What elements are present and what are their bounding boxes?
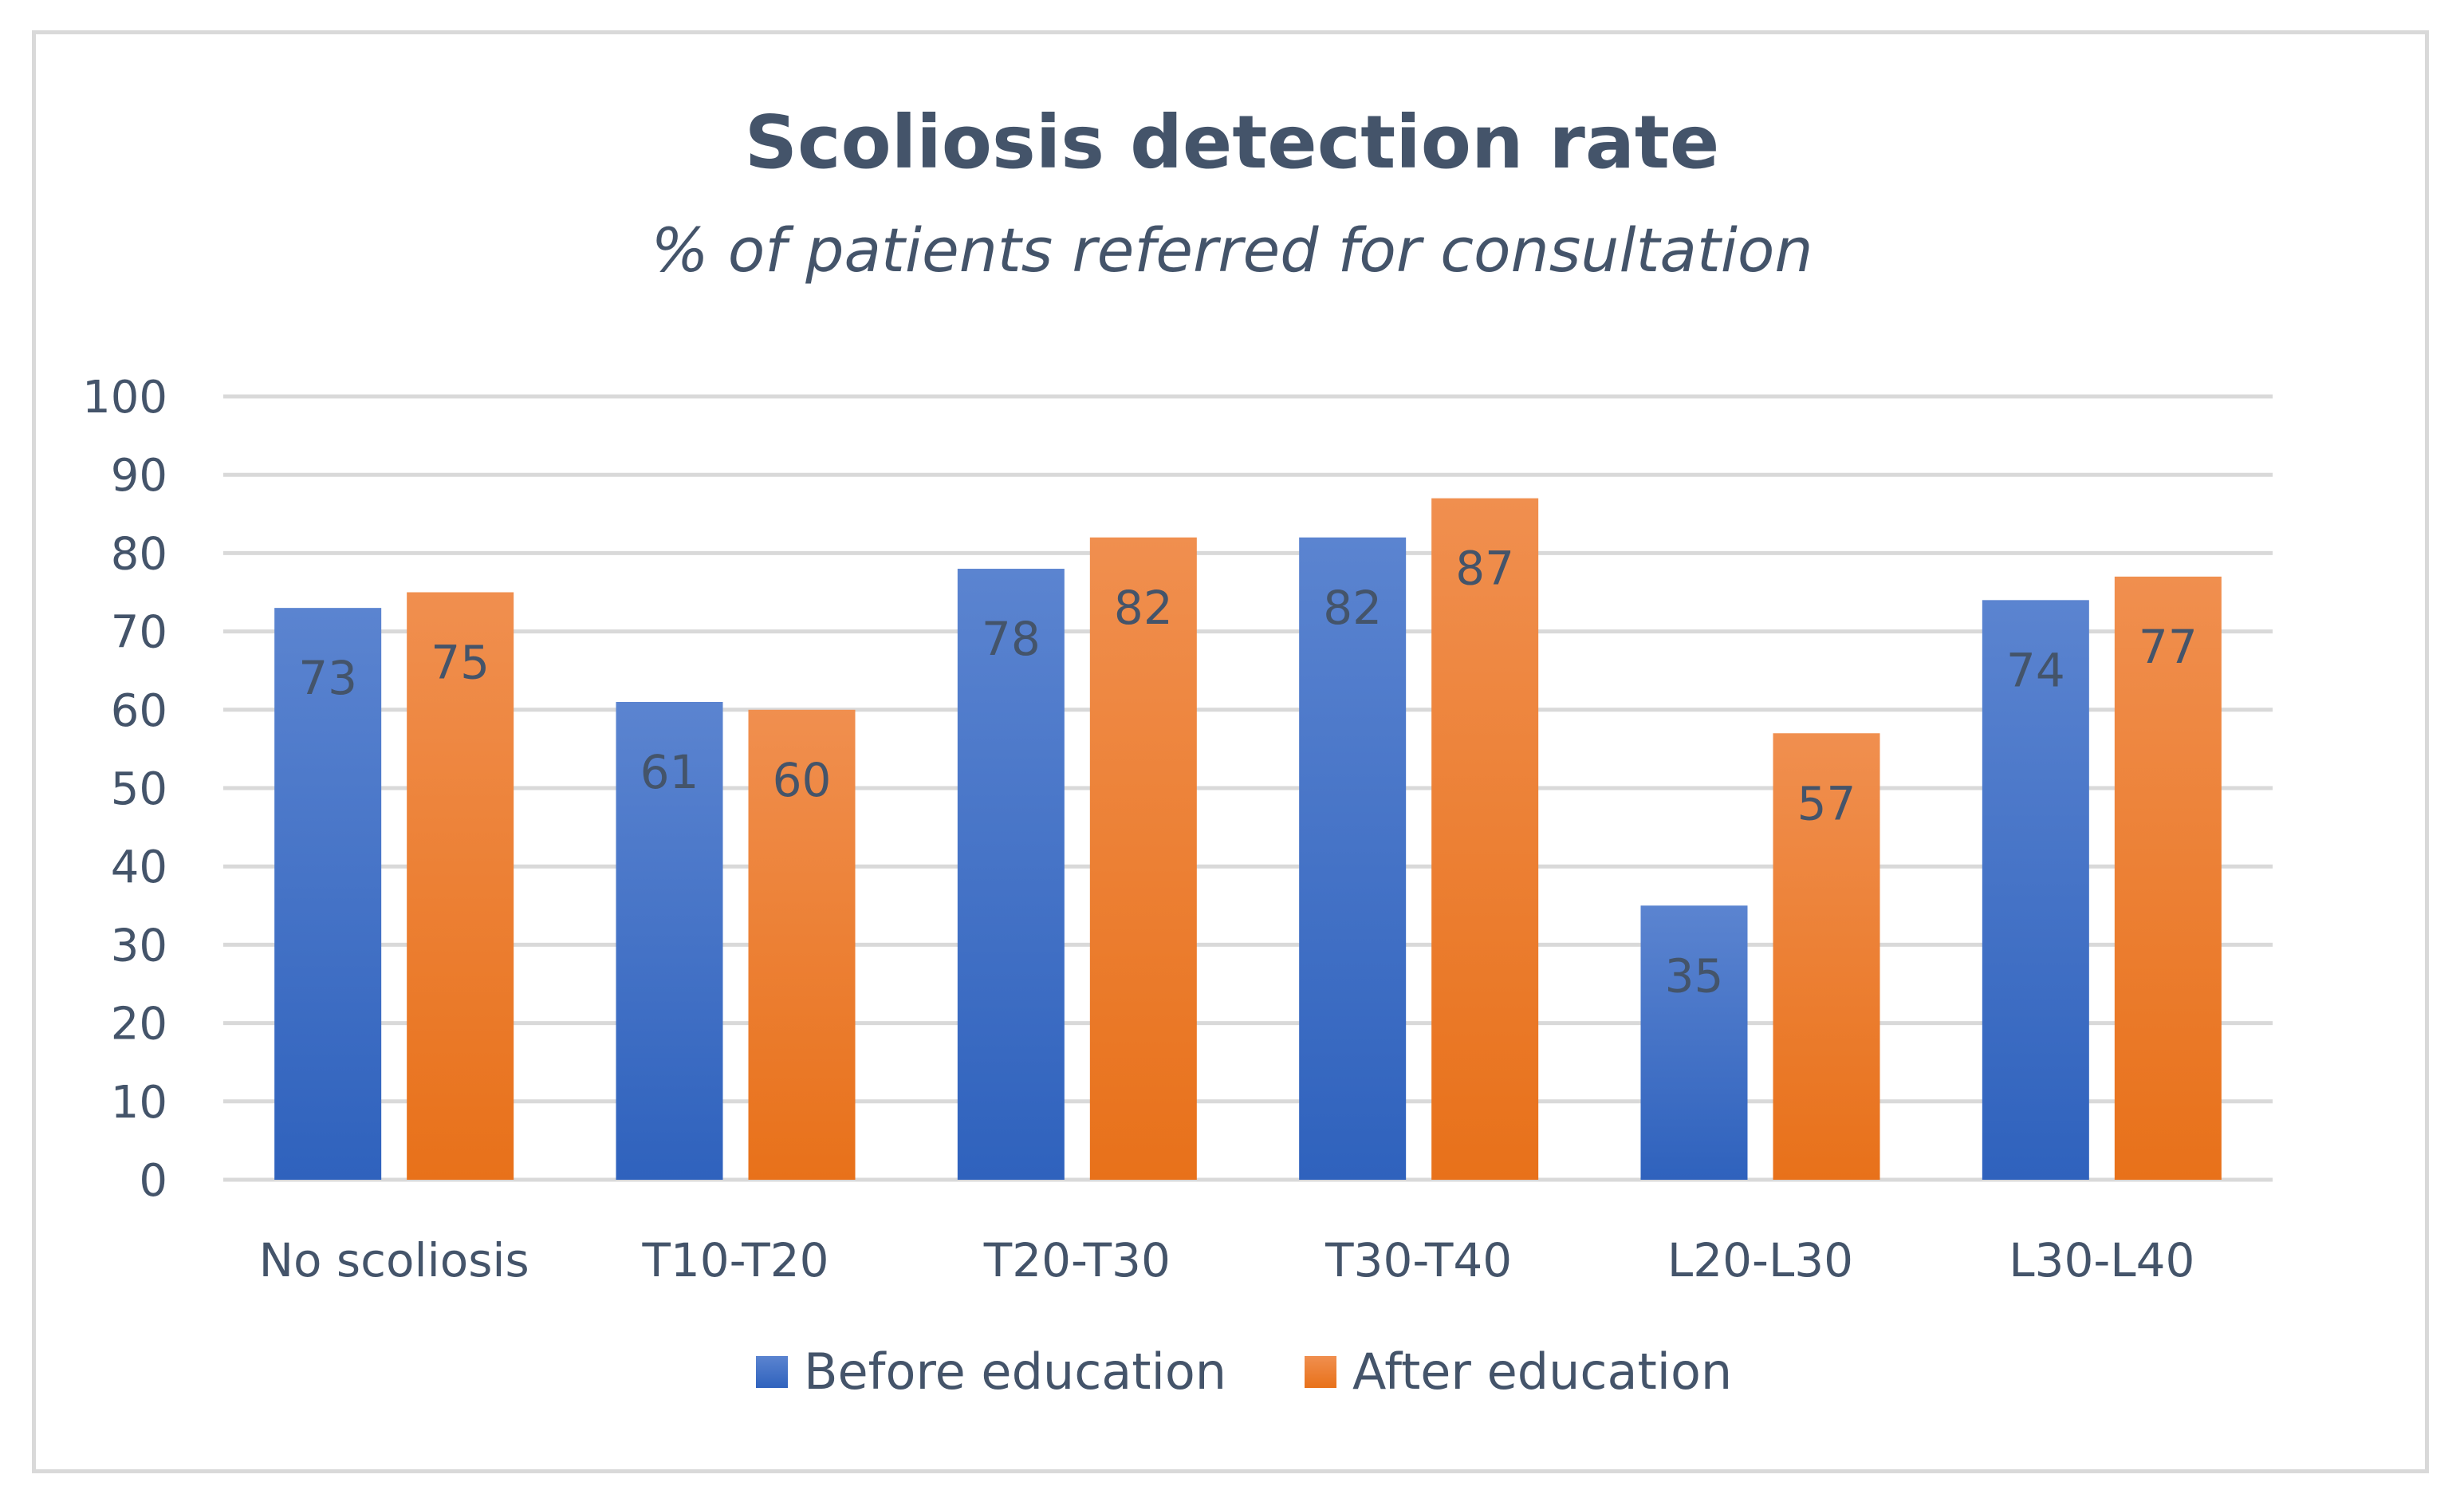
y-tick-20: 20: [111, 999, 167, 1051]
bar-after-5: [2114, 576, 2222, 1180]
bars: [274, 498, 2222, 1180]
bar-after-2: [1089, 537, 1197, 1180]
bar-before-0: [274, 608, 382, 1180]
data-labels: 73 75 61 60 78 82 82 87 35 57 74 77: [298, 542, 2197, 1003]
y-tick-50: 50: [111, 763, 167, 815]
data-label-after-4: 57: [1797, 776, 1856, 830]
y-tick-80: 80: [111, 528, 167, 580]
data-label-after-5: 77: [2139, 620, 2198, 674]
y-tick-60: 60: [111, 685, 167, 737]
gridlines: [223, 394, 2273, 1182]
y-axis: 0 10 20 30 40 50 60 70 80 90 100: [82, 372, 167, 1207]
bar-after-1: [748, 709, 856, 1180]
x-tick-label-0: No scoliosis: [259, 1233, 529, 1287]
y-tick-30: 30: [111, 920, 167, 972]
data-label-before-2: 78: [982, 612, 1041, 666]
bar-before-1: [616, 701, 723, 1180]
data-label-before-4: 35: [1665, 948, 1724, 1003]
legend: Before education After education: [756, 1342, 1732, 1401]
y-tick-90: 90: [111, 450, 167, 502]
bar-before-3: [1299, 537, 1407, 1180]
data-label-before-1: 61: [640, 745, 699, 799]
data-label-before-3: 82: [1323, 581, 1382, 635]
y-tick-100: 100: [82, 372, 167, 424]
bar-before-4: [1640, 905, 1748, 1180]
chart-title: Scoliosis detection rate: [745, 100, 1720, 185]
bar-before-2: [957, 569, 1065, 1180]
x-axis: No scoliosis T10-T20 T20-T30 T30-T40 L20-L30…: [259, 1233, 2195, 1287]
legend-swatch-after: [1305, 1356, 1336, 1388]
x-tick-label-3: T30-T40: [1324, 1233, 1512, 1287]
x-tick-label-1: T10-T20: [641, 1233, 829, 1287]
legend-swatch-before: [756, 1356, 788, 1388]
x-tick-label-2: T20-T30: [983, 1233, 1171, 1287]
bar-after-0: [407, 592, 514, 1180]
bar-after-4: [1773, 733, 1880, 1180]
chart-subtitle: % of patients referred for consultation: [651, 215, 1813, 286]
bar-before-5: [1982, 600, 2089, 1180]
data-label-after-3: 87: [1455, 542, 1514, 596]
y-tick-70: 70: [111, 607, 167, 659]
y-tick-10: 10: [111, 1077, 167, 1129]
data-label-after-0: 75: [431, 636, 490, 690]
data-label-before-0: 73: [298, 651, 357, 705]
data-label-before-5: 74: [2006, 643, 2065, 697]
bar-after-3: [1431, 498, 1539, 1180]
x-tick-label-5: L30-L40: [2009, 1233, 2194, 1287]
y-tick-0: 0: [139, 1155, 167, 1207]
legend-label-after: After education: [1352, 1342, 1732, 1401]
data-label-after-2: 82: [1114, 581, 1173, 635]
legend-label-before: Before education: [804, 1342, 1226, 1401]
data-label-after-1: 60: [773, 753, 832, 807]
y-tick-40: 40: [111, 842, 167, 893]
x-tick-label-4: L20-L30: [1667, 1233, 1853, 1287]
